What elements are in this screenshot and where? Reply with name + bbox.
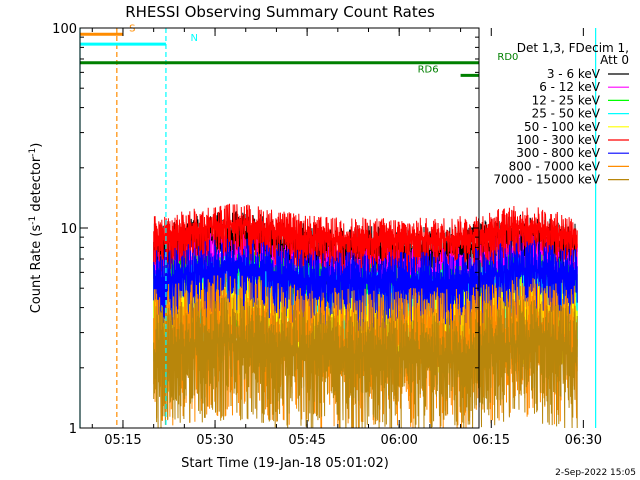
flag-label-rd0: RD0 bbox=[497, 52, 518, 63]
y-axis-label-sup2: -1 bbox=[28, 148, 38, 157]
y-axis-label-mid: detector bbox=[29, 156, 44, 216]
legend-header-line-1: Det 1,3, FDecim 1, bbox=[517, 41, 629, 55]
flag-label-s: S bbox=[129, 23, 135, 34]
axis-layer: 1 10 100 05:15 05:30 05:45 06:00 06:15 06:30 bbox=[52, 22, 602, 448]
footer-date: 2-Sep-2022 15:05 bbox=[555, 468, 636, 478]
series-line-9 bbox=[153, 296, 578, 429]
y-tick-label: 100 bbox=[52, 22, 77, 37]
legend-label-2: 6 - 12 keV bbox=[539, 80, 601, 94]
x-tick-label: 05:45 bbox=[288, 433, 325, 448]
y-axis-label-main: Count Rate (s bbox=[29, 225, 44, 314]
y-tick-label: 10 bbox=[60, 222, 77, 237]
legend-label-7: 300 - 800 keV bbox=[516, 146, 600, 160]
data-layer bbox=[153, 203, 578, 429]
flag-label-rd6: RD6 bbox=[418, 64, 439, 75]
series-line-6 bbox=[153, 203, 578, 275]
x-tick-label: 06:00 bbox=[380, 433, 417, 448]
legend-label-1: 3 - 6 keV bbox=[547, 67, 601, 81]
legend-label-5: 50 - 100 keV bbox=[524, 120, 601, 134]
legend-label-9: 7000 - 15000 keV bbox=[493, 173, 600, 187]
series-line-7 bbox=[153, 238, 578, 332]
y-axis-label-sup1: -1 bbox=[28, 216, 38, 225]
flag-label-n: N bbox=[190, 33, 197, 44]
x-tick-label: 06:30 bbox=[565, 433, 602, 448]
legend-label-6: 100 - 300 keV bbox=[516, 133, 600, 147]
chart-title: RHESSI Observing Summary Count Rates bbox=[125, 3, 435, 21]
x-tick-label: 05:30 bbox=[196, 433, 233, 448]
x-tick-label: 06:15 bbox=[473, 433, 510, 448]
y-tick-label: 1 bbox=[69, 422, 77, 437]
y-axis-label: Count Rate (s-1 detector-1) bbox=[28, 143, 44, 314]
legend-header-line-2: Att 0 bbox=[600, 53, 629, 67]
x-axis-label: Start Time (19-Jan-18 05:01:02) bbox=[181, 456, 389, 471]
legend-label-3: 12 - 25 keV bbox=[532, 93, 601, 107]
legend-label-4: 25 - 50 keV bbox=[532, 107, 601, 121]
x-tick-label: 05:15 bbox=[104, 433, 141, 448]
y-axis-label-end: ) bbox=[29, 143, 44, 148]
legend-label-8: 800 - 7000 keV bbox=[509, 159, 601, 173]
